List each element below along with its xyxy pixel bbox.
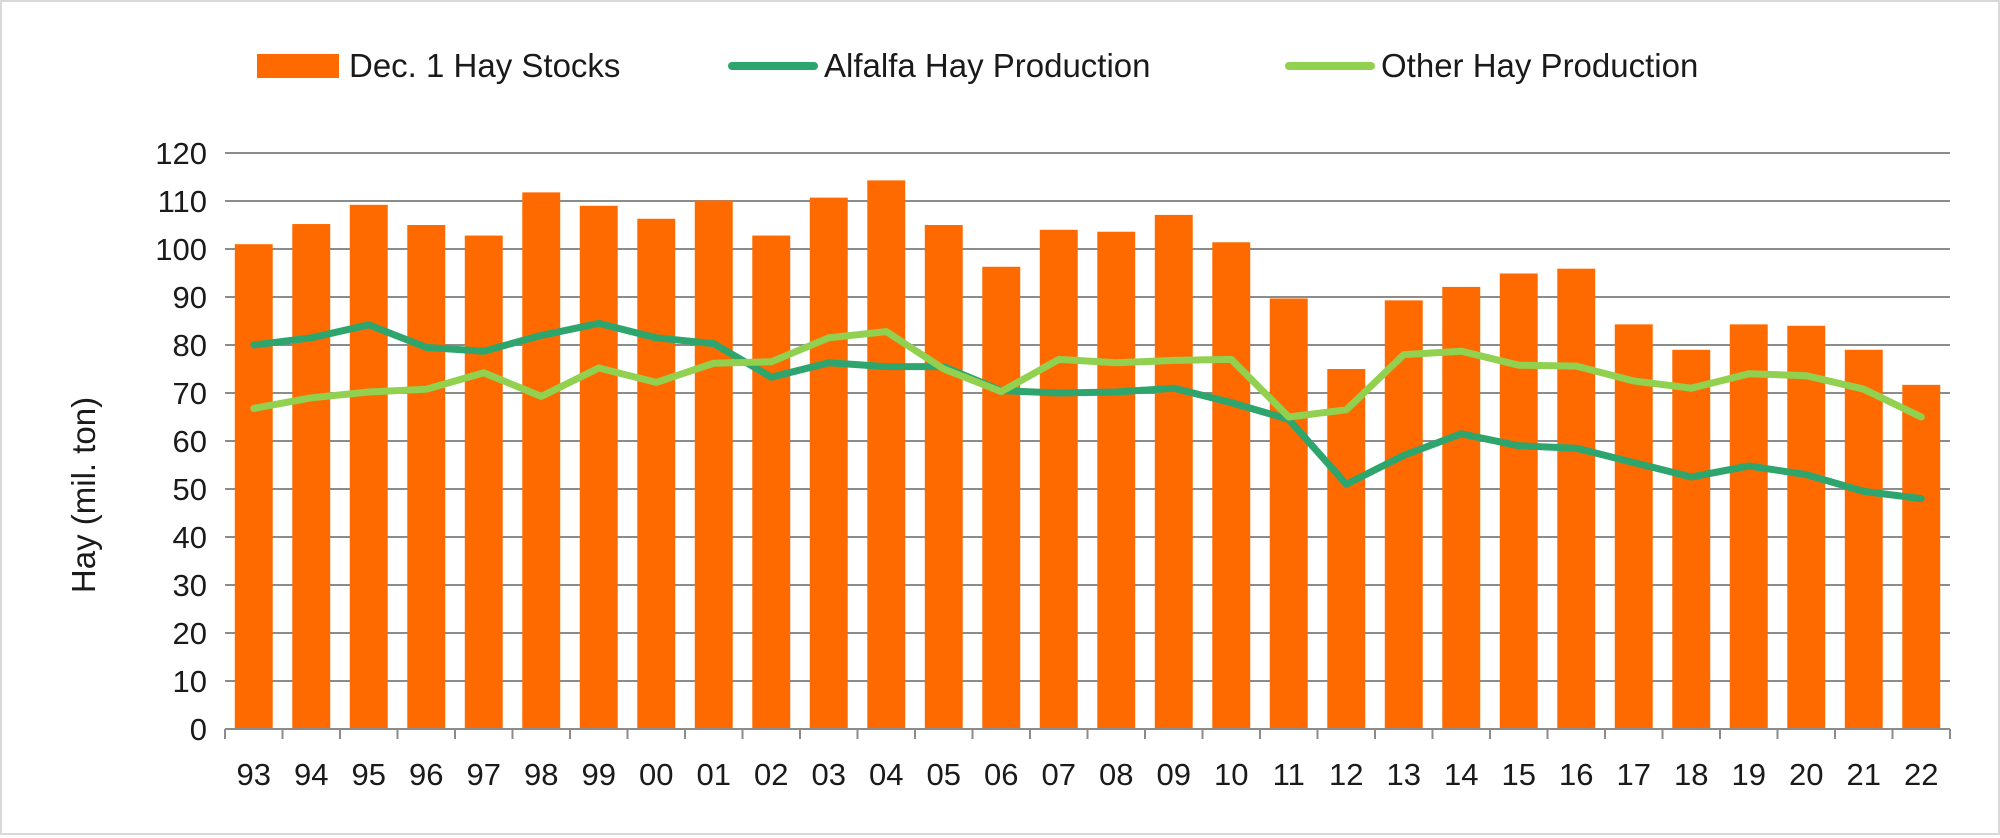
bar: [1039, 229, 1078, 730]
x-tick-label: 11: [1273, 757, 1305, 792]
x-tick-label: 16: [1559, 757, 1593, 792]
x-tick-label: 02: [754, 757, 788, 792]
bar: [1902, 384, 1941, 729]
x-tick-label: 08: [1099, 757, 1133, 792]
bar: [1672, 349, 1711, 729]
bar: [1499, 273, 1538, 729]
x-tick-label: 09: [1157, 757, 1191, 792]
bar: [234, 244, 273, 729]
y-tick-label: 30: [173, 568, 207, 603]
bar: [579, 205, 618, 730]
x-tick-label: 21: [1847, 757, 1881, 792]
y-tick-label: 60: [173, 424, 207, 459]
x-tick-label: 20: [1789, 757, 1823, 792]
x-tick-label: 99: [582, 757, 616, 792]
bar: [407, 225, 446, 729]
y-tick-label: 70: [173, 376, 207, 411]
x-tick-label: 17: [1617, 757, 1651, 792]
x-tick-label: 22: [1904, 757, 1938, 792]
y-tick-label: 40: [173, 520, 207, 555]
legend-label: Dec. 1 Hay Stocks: [349, 47, 620, 84]
series-line: [250, 319, 1925, 503]
y-tick-label: 10: [173, 664, 207, 699]
bar: [1212, 242, 1251, 729]
bar: [1614, 324, 1653, 729]
x-tick-label: 18: [1674, 757, 1708, 792]
bar: [1787, 325, 1826, 729]
legend-label: Alfalfa Hay Production: [824, 47, 1151, 84]
x-tick-label: 01: [697, 757, 731, 792]
bar: [982, 266, 1021, 729]
bar: [1384, 300, 1423, 729]
series-line: [250, 328, 1925, 421]
x-tick-label: 98: [524, 757, 558, 792]
x-tick-label: 00: [639, 757, 673, 792]
x-tick-label: 14: [1444, 757, 1478, 792]
legend-label: Other Hay Production: [1381, 47, 1698, 84]
bar-series: [234, 180, 1941, 730]
legend-swatch: [257, 54, 339, 78]
x-tick-label: 96: [409, 757, 443, 792]
x-tick-label: 19: [1732, 757, 1766, 792]
x-tick-label: 12: [1329, 757, 1363, 792]
bar: [1097, 231, 1136, 729]
bar: [1154, 214, 1193, 730]
bar: [349, 204, 388, 730]
x-tick-label: 15: [1502, 757, 1536, 792]
bar: [809, 197, 848, 729]
bar: [464, 235, 503, 729]
bar: [292, 224, 331, 730]
legend: Dec. 1 Hay Stocks Alfalfa Hay Production O…: [257, 47, 1698, 84]
y-tick-label: 100: [155, 232, 207, 267]
x-tick-label: 05: [927, 757, 961, 792]
bar: [1442, 286, 1481, 729]
bar: [694, 200, 733, 729]
x-tick-label: 97: [467, 757, 501, 792]
bar: [637, 218, 676, 729]
bar: [752, 235, 791, 729]
bar: [1729, 324, 1768, 729]
x-tick-label: 93: [237, 757, 271, 792]
x-tick-label: 13: [1387, 757, 1421, 792]
y-tick-label: 80: [173, 328, 207, 363]
bar: [522, 192, 561, 730]
gridlines: [225, 152, 1950, 682]
bar: [1844, 349, 1883, 729]
bar: [1269, 298, 1308, 729]
x-tick-label: 03: [812, 757, 846, 792]
y-tick-label: 120: [155, 136, 207, 171]
x-tick-label: 10: [1214, 757, 1248, 792]
x-tick-label: 95: [352, 757, 386, 792]
bar: [924, 225, 963, 729]
line-series: [250, 319, 1925, 503]
y-tick-label: 50: [173, 472, 207, 507]
y-axis-title: Hay (mil. ton): [65, 397, 102, 593]
y-tick-label: 20: [173, 616, 207, 651]
bar: [1327, 369, 1366, 729]
bar: [867, 180, 906, 730]
y-tick-label: 110: [158, 184, 207, 219]
y-tick-label: 90: [173, 280, 207, 315]
y-tick-label: 0: [190, 712, 207, 747]
bar: [1557, 268, 1596, 729]
x-tick-label: 94: [294, 757, 328, 792]
x-tick-label: 04: [869, 757, 903, 792]
x-tick-label: 07: [1042, 757, 1076, 792]
x-tick-label: 06: [984, 757, 1018, 792]
